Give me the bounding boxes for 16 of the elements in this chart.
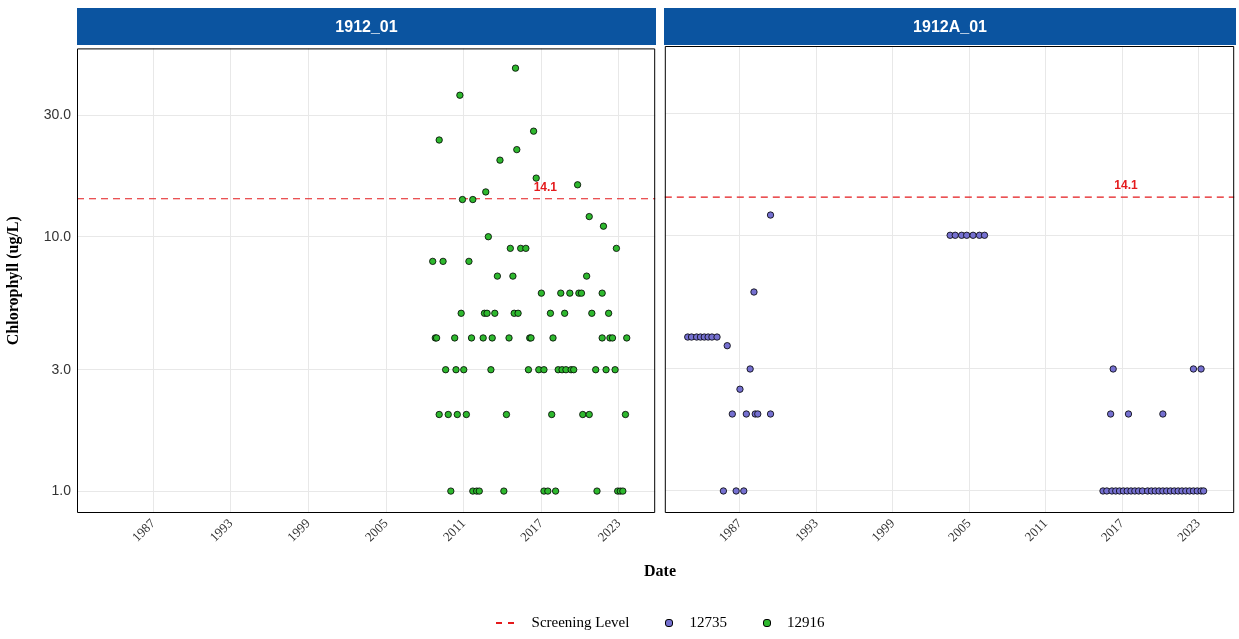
- x-axis-title: Date: [643, 562, 677, 580]
- ref-line-label: 14.1: [533, 180, 558, 195]
- y-tick-label: 10.0: [43, 227, 72, 244]
- text: Screening Level: [531, 614, 630, 631]
- ref-line-label: 14.1: [1114, 178, 1139, 193]
- y-axis-title: Chlorophyll (ug/L): [3, 216, 22, 346]
- x-tick-label: 1993: [206, 515, 236, 545]
- chart-title: 1912A_01: [664, 8, 1236, 45]
- x-tick-label: 2011: [1021, 515, 1051, 545]
- y-tick-label: 30.0: [43, 106, 72, 123]
- legend-label: 12916: [786, 614, 825, 631]
- x-tick-label: 2011: [439, 515, 469, 545]
- y-tick-label: 1.0: [51, 481, 72, 498]
- y-tick-label: 3.0: [51, 360, 72, 377]
- legend-label: 12735: [689, 614, 727, 631]
- chart-title: 1912_01: [77, 8, 656, 45]
